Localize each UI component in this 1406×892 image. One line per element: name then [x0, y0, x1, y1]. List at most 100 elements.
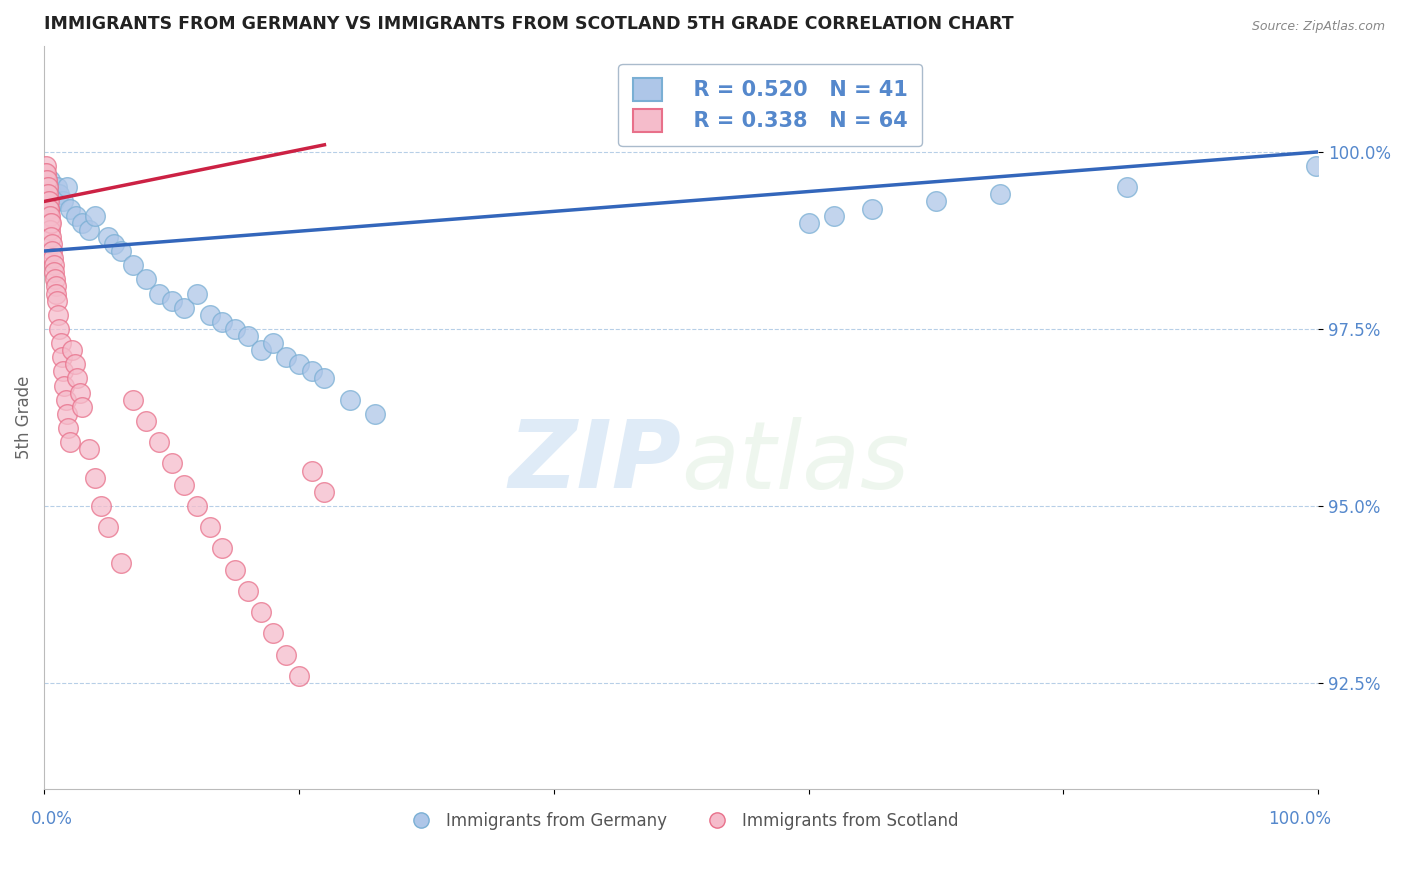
Point — [301, 364, 323, 378]
Text: Source: ZipAtlas.com: Source: ZipAtlas.com — [1251, 20, 1385, 33]
Point — [38, 216, 60, 230]
Point — [110, 244, 132, 258]
Point — [38, 209, 60, 223]
Point — [44, 265, 66, 279]
Point — [97, 230, 120, 244]
Point — [103, 236, 125, 251]
Point — [925, 194, 948, 209]
Point — [339, 392, 361, 407]
Point — [236, 329, 259, 343]
Point — [262, 336, 284, 351]
Point — [122, 258, 145, 272]
Point — [58, 421, 80, 435]
Point — [72, 216, 94, 230]
Legend: Immigrants from Germany, Immigrants from Scotland: Immigrants from Germany, Immigrants from… — [398, 805, 965, 837]
Point — [56, 180, 79, 194]
Point — [122, 392, 145, 407]
Point — [35, 173, 58, 187]
Point — [314, 484, 336, 499]
Point — [37, 187, 59, 202]
Point — [58, 435, 80, 450]
Point — [236, 583, 259, 598]
Point — [135, 414, 157, 428]
Point — [45, 279, 67, 293]
Point — [38, 202, 60, 216]
Text: 0.0%: 0.0% — [31, 811, 73, 829]
Point — [97, 520, 120, 534]
Point — [45, 180, 67, 194]
Point — [276, 351, 298, 365]
Point — [35, 166, 58, 180]
Point — [42, 258, 65, 272]
Point — [224, 322, 246, 336]
Point — [42, 251, 65, 265]
Point — [1116, 180, 1139, 194]
Point — [84, 209, 107, 223]
Point — [37, 194, 59, 209]
Point — [148, 286, 170, 301]
Text: IMMIGRANTS FROM GERMANY VS IMMIGRANTS FROM SCOTLAND 5TH GRADE CORRELATION CHART: IMMIGRANTS FROM GERMANY VS IMMIGRANTS FR… — [44, 15, 1014, 33]
Point — [65, 209, 87, 223]
Point — [39, 173, 62, 187]
Point — [37, 180, 59, 194]
Point — [35, 180, 58, 194]
Point — [135, 272, 157, 286]
Text: 100.0%: 100.0% — [1268, 811, 1331, 829]
Point — [39, 209, 62, 223]
Point — [249, 343, 271, 358]
Point — [37, 180, 59, 194]
Point — [288, 357, 311, 371]
Point — [860, 202, 883, 216]
Point — [364, 407, 387, 421]
Point — [44, 272, 66, 286]
Point — [160, 457, 183, 471]
Point — [823, 209, 845, 223]
Point — [60, 343, 83, 358]
Point — [55, 392, 77, 407]
Point — [39, 230, 62, 244]
Point — [48, 322, 70, 336]
Point — [72, 400, 94, 414]
Point — [53, 378, 76, 392]
Point — [41, 187, 63, 202]
Point — [198, 308, 221, 322]
Point — [52, 194, 75, 209]
Text: atlas: atlas — [681, 417, 910, 508]
Point — [262, 626, 284, 640]
Point — [1305, 159, 1327, 173]
Point — [39, 216, 62, 230]
Point — [58, 202, 80, 216]
Point — [45, 286, 67, 301]
Point — [988, 187, 1011, 202]
Point — [77, 223, 100, 237]
Point — [301, 464, 323, 478]
Point — [35, 173, 58, 187]
Point — [66, 371, 89, 385]
Y-axis label: 5th Grade: 5th Grade — [15, 376, 32, 459]
Point — [56, 407, 79, 421]
Point — [69, 385, 91, 400]
Point — [186, 286, 208, 301]
Point — [52, 364, 75, 378]
Point — [34, 159, 56, 173]
Point — [249, 605, 271, 619]
Point — [276, 648, 298, 662]
Point — [288, 669, 311, 683]
Point — [224, 563, 246, 577]
Point — [45, 293, 67, 308]
Point — [110, 556, 132, 570]
Point — [46, 308, 69, 322]
Point — [90, 499, 112, 513]
Point — [173, 301, 195, 315]
Point — [49, 336, 72, 351]
Point — [797, 216, 820, 230]
Point — [173, 477, 195, 491]
Point — [160, 293, 183, 308]
Point — [44, 194, 66, 209]
Text: ZIP: ZIP — [509, 416, 681, 508]
Point — [211, 315, 233, 329]
Point — [39, 223, 62, 237]
Point — [38, 194, 60, 209]
Point — [41, 236, 63, 251]
Point — [148, 435, 170, 450]
